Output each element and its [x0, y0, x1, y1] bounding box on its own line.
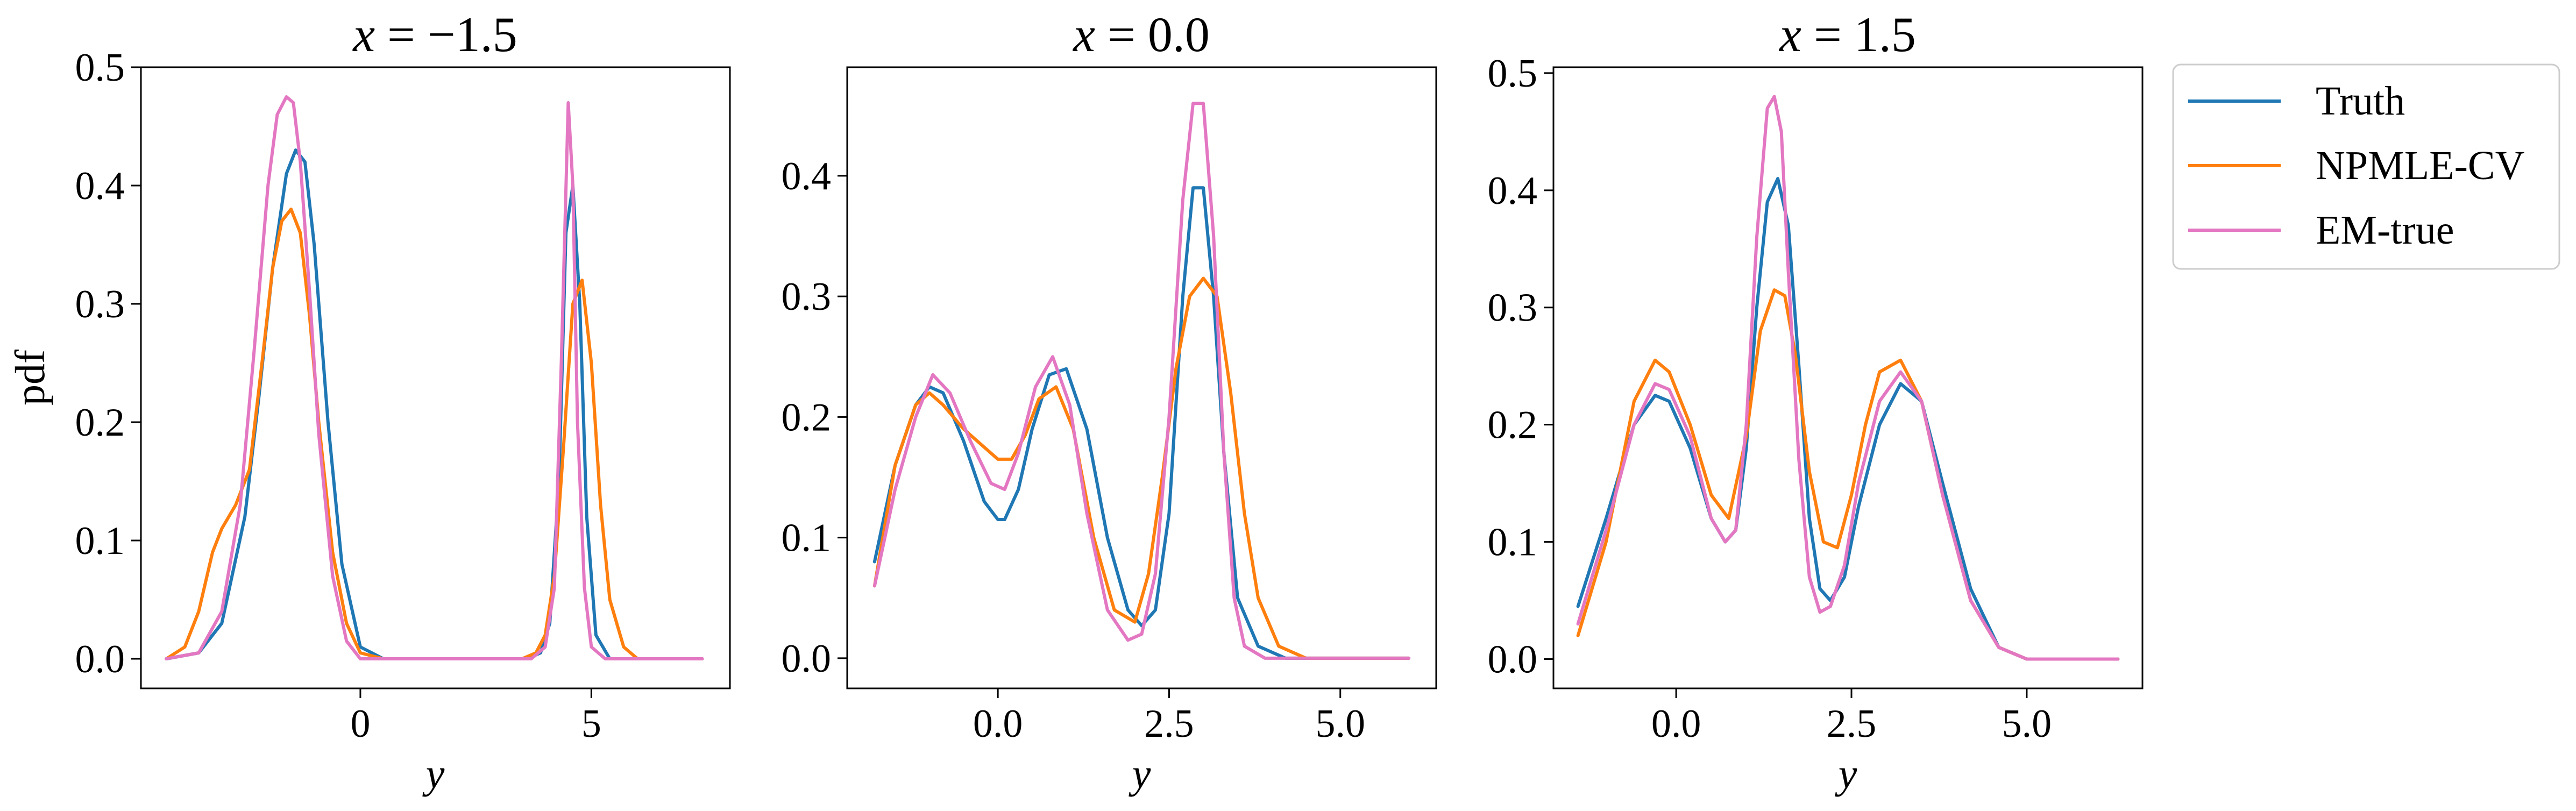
panel-2-xtick-label-0: 0.0 [973, 702, 1023, 746]
panel-1-lines [165, 95, 704, 660]
panel-1-ytick-label-2: 0.2 [75, 401, 125, 445]
panel-3-line-em-true [1576, 95, 2120, 661]
legend-entry-em-true: EM-true [2188, 208, 2454, 253]
panel-1-xtick-label-1: 5 [581, 702, 601, 746]
legend-label-em-true: EM-true [2316, 208, 2454, 253]
panel-1-ytick-label-5: 0.5 [75, 46, 125, 90]
panel-1-ytick-label-3: 0.3 [75, 282, 125, 326]
panel-2: x = 0.0 0.0 0.1 0.2 0.3 0.4 0.0 2.5 5.0 y [782, 7, 1437, 797]
panel-2-line-em-true [872, 102, 1411, 660]
panel-3-title: x = 1.5 [1778, 7, 1916, 62]
panel-2-line-npmle-cv [872, 276, 1411, 660]
panel-1-title-var: x [352, 7, 375, 62]
panel-3-ytick-label-2: 0.2 [1488, 403, 1538, 447]
panel-2-title-var: x [1072, 7, 1095, 62]
panel-3-ytick-label-3: 0.3 [1488, 286, 1538, 330]
panel-3-lines [1576, 95, 2120, 661]
panel-1-ytick-label-0: 0.0 [75, 637, 125, 681]
panel-1-title: x = −1.5 [352, 7, 517, 62]
panel-3-ytick-label-4: 0.4 [1488, 169, 1538, 213]
legend-box [2172, 63, 2560, 270]
panel-3-xtick-label-1: 2.5 [1827, 702, 1877, 746]
panel-3-ticks: 0.0 0.1 0.2 0.3 0.4 0.5 0.0 2.5 5.0 [1488, 52, 2052, 746]
legend-entry-npmle-cv: NPMLE-CV [2188, 143, 2525, 188]
panel-3-ytick-label-0: 0.0 [1488, 638, 1538, 682]
panel-3-line-truth [1576, 177, 2120, 661]
panel-1: x = −1.5 0.0 0.1 0.2 0.3 0.4 0.5 0 5 y pdf [6, 7, 731, 797]
panel-3-frame [1552, 66, 2144, 689]
panel-1-ytick-label-1: 0.1 [75, 519, 125, 563]
panel-3-xtick-label-2: 5.0 [2002, 702, 2052, 746]
legend-label-npmle-cv: NPMLE-CV [2316, 143, 2525, 188]
panel-3-title-var: x [1778, 7, 1801, 62]
panel-1-frame [140, 66, 731, 689]
panel-2-ytick-label-3: 0.3 [782, 275, 832, 319]
legend-entry-truth: Truth [2188, 79, 2405, 124]
panel-2-ticks: 0.0 0.1 0.2 0.3 0.4 0.0 2.5 5.0 [782, 154, 1365, 746]
panel-1-line-em-true [165, 95, 704, 660]
panel-3-ytick-label-1: 0.1 [1488, 521, 1538, 565]
panel-1-ticks: 0.0 0.1 0.2 0.3 0.4 0.5 0 5 [75, 46, 601, 746]
panel-2-lines [872, 102, 1411, 660]
legend: Truth NPMLE-CV EM-true [2172, 63, 2560, 270]
panel-2-xtick-label-2: 5.0 [1315, 702, 1365, 746]
panel-1-ytick-label-4: 0.4 [75, 164, 125, 208]
panel-3: x = 1.5 0.0 0.1 0.2 0.3 0.4 0.5 0.0 2.5 5.0 y [1488, 7, 2144, 797]
panel-2-ytick-label-4: 0.4 [782, 154, 832, 198]
panel-3-ytick-label-5: 0.5 [1488, 52, 1538, 96]
panel-3-title-rest: = 1.5 [1801, 7, 1916, 62]
panel-2-title: x = 0.0 [1072, 7, 1210, 62]
legend-label-truth: Truth [2316, 79, 2405, 124]
panel-2-frame [846, 66, 1437, 689]
panel-2-title-rest: = 0.0 [1095, 7, 1210, 62]
panel-1-xtick-label-0: 0 [350, 702, 370, 746]
panel-3-xlabel: y [1835, 750, 1857, 797]
panel-1-title-rest: = −1.5 [375, 7, 517, 62]
panel-1-xlabel: y [422, 750, 445, 797]
panel-2-ytick-label-1: 0.1 [782, 516, 832, 560]
panel-1-ylabel: pdf [6, 350, 53, 406]
panel-2-ytick-label-0: 0.0 [782, 637, 832, 681]
panel-3-xtick-label-0: 0.0 [1651, 702, 1701, 746]
panel-2-xtick-label-1: 2.5 [1144, 702, 1194, 746]
panel-2-ytick-label-2: 0.2 [782, 395, 832, 439]
panel-2-xlabel: y [1129, 750, 1151, 797]
